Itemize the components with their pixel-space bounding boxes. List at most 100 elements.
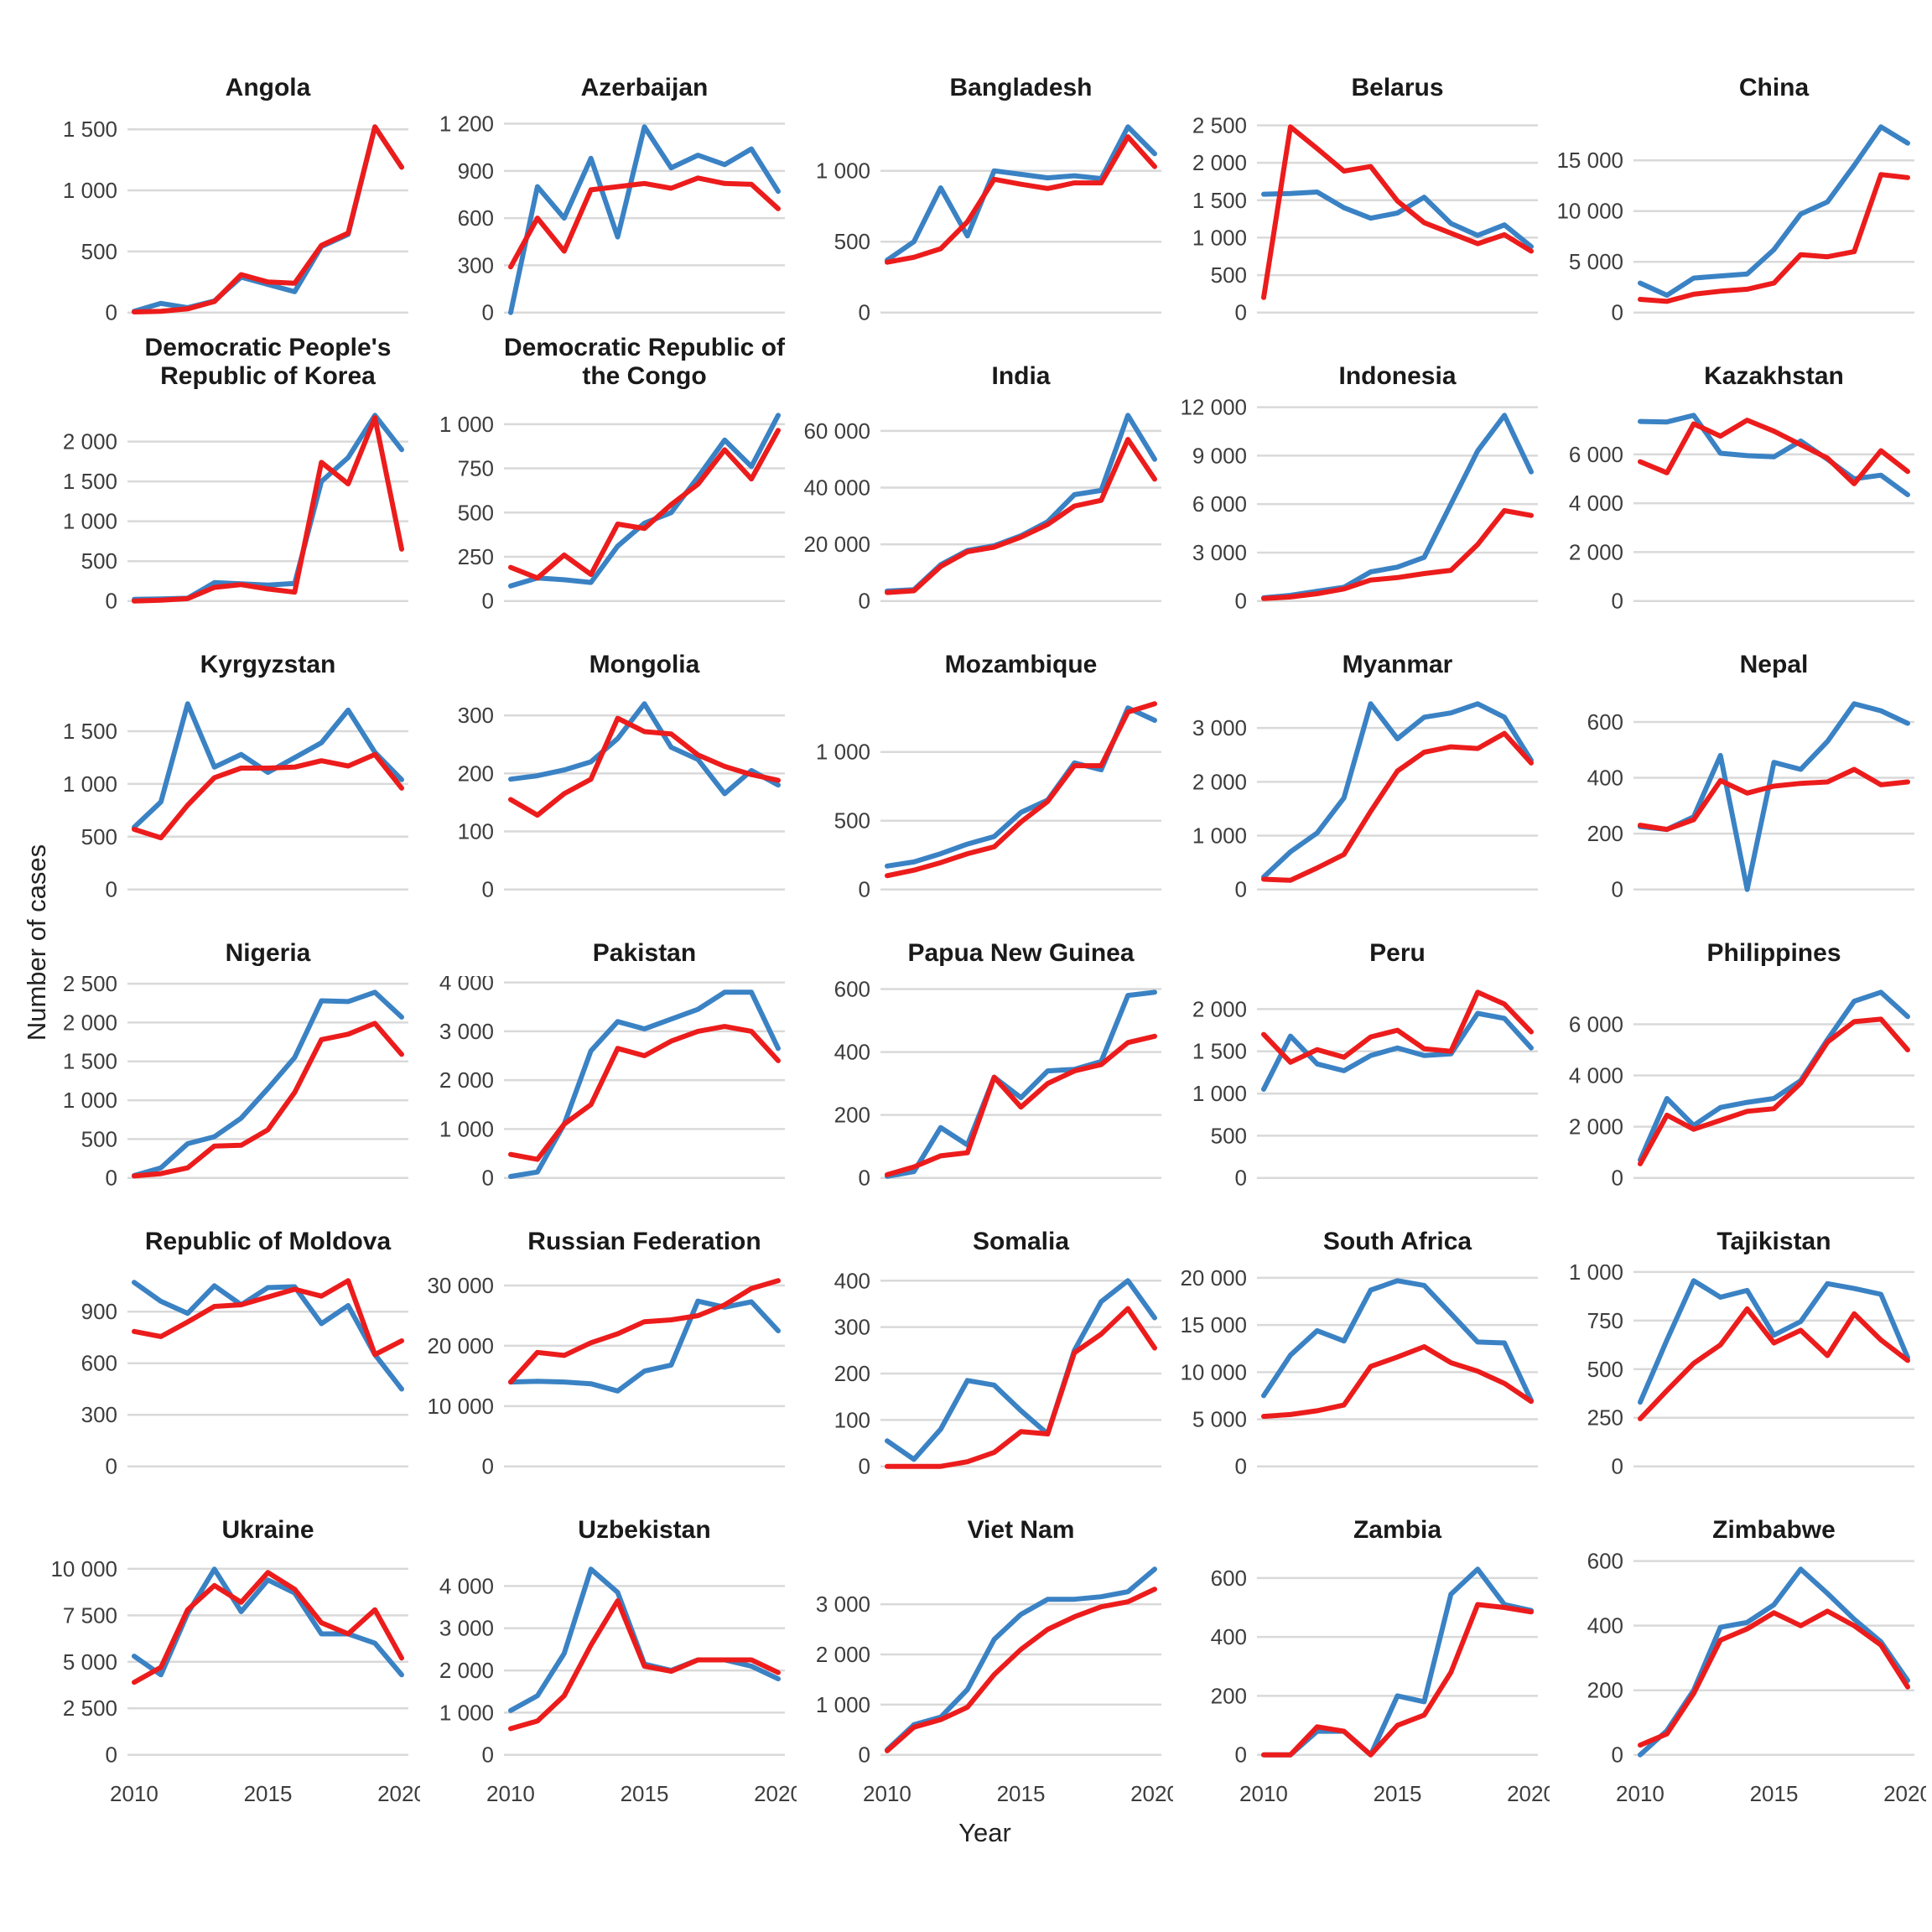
facet-title: Belarus — [1351, 74, 1444, 101]
y-tick-label: 2 500 — [1192, 113, 1247, 138]
y-tick-label: 4 000 — [439, 976, 494, 995]
x-tick-label: 2020 — [1507, 1781, 1550, 1806]
chart-panel: 0 500 1 000 1 500 2 000 2 500 — [63, 976, 408, 1191]
facet-title: Ukraine — [221, 1516, 314, 1544]
chart-panel: 0 3 000 6 000 9 000 12 000 — [1180, 399, 1538, 614]
y-tick-label: 60 000 — [803, 418, 870, 444]
series-line-red — [1638, 172, 1910, 304]
y-tick-label: 3 000 — [439, 1616, 494, 1641]
y-tick-label: 0 — [1612, 1454, 1623, 1479]
y-tick-label: 0 — [1612, 1166, 1623, 1191]
y-tick-label: 2 000 — [1569, 1114, 1623, 1140]
series-line-blue — [885, 705, 1157, 869]
y-tick-label: 400 — [834, 1268, 870, 1293]
chart-panel: 0 200 400 600 2010 2015 2020 — [1587, 1553, 1926, 1806]
y-tick-label: 0 — [106, 1454, 117, 1479]
facet-zimbabwe: Zimbabwe 0 200 400 600 2010 2015 2020 — [1550, 1479, 1926, 1816]
y-tick-label: 0 — [1235, 1742, 1247, 1768]
series-line-blue — [1638, 989, 1910, 1163]
x-tick-label: 2010 — [486, 1781, 535, 1806]
y-tick-label: 1 500 — [63, 1049, 117, 1074]
y-tick-label: 750 — [458, 456, 494, 481]
series-line-red — [1638, 1608, 1910, 1748]
facet-azerbaijan: Azerbaijan 0 300 600 900 1 200 — [420, 37, 797, 325]
y-tick-label: 1 000 — [63, 771, 117, 797]
y-tick-label: 300 — [834, 1315, 870, 1340]
y-tick-label: 0 — [859, 877, 870, 902]
x-tick-label: 2020 — [1130, 1781, 1173, 1806]
facet-row: Republic of Moldova 0 300 600 900 Russian Fed… — [44, 1191, 1926, 1479]
x-tick-label: 2015 — [621, 1781, 669, 1806]
y-tick-label: 200 — [458, 761, 494, 786]
y-tick-label: 2 500 — [63, 976, 117, 996]
x-tick-label: 2010 — [1239, 1781, 1288, 1806]
y-tick-label: 250 — [1587, 1405, 1623, 1431]
y-tick-label: 100 — [834, 1407, 870, 1432]
series-line-red — [885, 1306, 1157, 1469]
chart-panel: 0 1 000 2 000 3 000 2010 2015 2020 — [816, 1566, 1173, 1806]
chart-panel: 0 100 200 300 — [458, 701, 785, 902]
series-line-red — [132, 751, 404, 841]
y-tick-label: 0 — [482, 300, 494, 325]
y-tick-label: 1 000 — [63, 178, 117, 203]
y-tick-label: 6 000 — [1569, 1011, 1623, 1036]
y-tick-label: 0 — [859, 1166, 870, 1191]
facet-row: Kyrgyzstan 0 500 1 000 1 500 Mongolia 0 100 200 3… — [44, 614, 1926, 902]
facet-nepal: Nepal 0 200 400 600 — [1550, 614, 1926, 902]
facet-pakistan: Pakistan 0 1 000 2 000 3 000 4 000 — [420, 902, 797, 1191]
chart-panel: 0 500 1 000 1 500 2 000 2 500 — [1192, 113, 1538, 325]
series-line-red — [508, 1278, 781, 1385]
y-tick-label: 600 — [458, 205, 494, 231]
series-line-red — [885, 437, 1157, 595]
y-tick-label: 900 — [458, 158, 494, 184]
y-tick-label: 0 — [859, 589, 870, 614]
chart-panel: 0 1 000 2 000 3 000 4 000 — [439, 976, 785, 1191]
y-tick-label: 0 — [1235, 1166, 1247, 1191]
x-axis-title: Year — [958, 1818, 1011, 1847]
series-line-red — [1261, 1344, 1534, 1420]
facet-title: Pakistan — [592, 939, 697, 967]
x-tick-label: 2015 — [1374, 1781, 1422, 1806]
y-tick-label: 5 000 — [63, 1649, 117, 1675]
facet-mozambique: Mozambique 0 500 1 000 — [797, 614, 1173, 902]
y-tick-label: 2 000 — [439, 1067, 494, 1093]
y-tick-label: 250 — [458, 544, 494, 569]
series-line-red — [1261, 124, 1534, 300]
series-line-blue — [508, 413, 781, 589]
chart-panel: 0 500 1 000 1 500 2 000 — [1192, 989, 1538, 1191]
series-line-red — [132, 124, 404, 314]
y-tick-label: 0 — [482, 877, 494, 902]
series-line-red — [885, 1033, 1157, 1177]
facet-indonesia: Indonesia 0 3 000 6 000 9 000 12 000 — [1173, 325, 1550, 614]
y-tick-label: 1 000 — [816, 158, 870, 184]
facet-title: India — [991, 362, 1051, 390]
y-tick-label: 500 — [834, 808, 870, 834]
y-tick-label: 4 000 — [439, 1573, 494, 1598]
y-tick-label: 2 000 — [1192, 996, 1247, 1021]
y-tick-label: 0 — [482, 589, 494, 614]
chart-panel: 0 200 400 600 — [834, 977, 1161, 1191]
chart-panel: 0 500 1 000 1 500 — [63, 117, 408, 325]
facet-somalia: Somalia 0 100 200 300 400 — [797, 1191, 1173, 1479]
y-tick-label: 600 — [1211, 1566, 1247, 1591]
y-tick-label: 1 000 — [439, 412, 494, 437]
series-line-red — [885, 1587, 1157, 1753]
facet-mongolia: Mongolia 0 100 200 300 — [420, 614, 797, 902]
facet-nigeria: Nigeria 0 500 1 000 1 500 2 000 2 500 — [44, 902, 420, 1191]
y-tick-label: 1 000 — [1192, 1081, 1247, 1106]
series-line-blue — [885, 413, 1157, 594]
x-tick-label: 2010 — [110, 1781, 158, 1806]
chart-panel: 0 500 1 000 1 500 — [63, 701, 408, 902]
y-tick-label: 1 500 — [1192, 1039, 1247, 1064]
y-tick-label: 4 000 — [1569, 491, 1623, 516]
facet-china: China 0 5 000 10 000 15 000 — [1550, 37, 1926, 325]
facet-myanmar: Myanmar 0 1 000 2 000 3 000 — [1173, 614, 1550, 902]
y-tick-label: 30 000 — [427, 1273, 494, 1298]
facet-grid: Angola 0 500 1 000 1 500 Azerbaijan 0 300 600 900… — [44, 37, 1926, 1816]
chart-panel: 0 500 1 000 — [816, 701, 1161, 902]
y-tick-label: 7 500 — [63, 1602, 117, 1628]
y-tick-label: 0 — [1235, 877, 1247, 902]
series-line-red — [1638, 1016, 1910, 1166]
chart-panel: 0 1 000 2 000 3 000 — [1192, 701, 1538, 902]
facet-kazakhstan: Kazakhstan 0 2 000 4 000 6 000 — [1550, 325, 1926, 614]
